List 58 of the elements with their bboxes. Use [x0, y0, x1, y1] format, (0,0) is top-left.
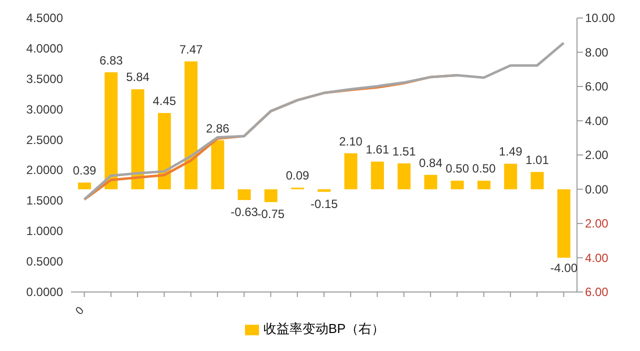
data-label: 1.51	[392, 144, 416, 158]
data-label: 5.84	[126, 70, 150, 84]
y-tick-label: 0.0000	[26, 285, 64, 299]
bar	[211, 140, 224, 190]
y2-tick-label: 4.00	[585, 114, 609, 128]
data-label: 0.50	[472, 162, 496, 176]
y-tick-label: 2.0000	[26, 163, 64, 178]
y2-tick-label: 6.00	[585, 80, 609, 94]
bar	[238, 189, 251, 200]
y-tick-label: 1.0000	[26, 224, 64, 238]
data-label: 4.45	[152, 94, 176, 108]
legend-label: 收益率变动BP（右）	[263, 321, 385, 336]
bar	[370, 162, 384, 190]
y2-tick-label: 10.00	[585, 11, 616, 25]
data-label: -4.00	[550, 260, 578, 275]
bar	[477, 180, 490, 190]
bar	[424, 174, 438, 190]
data-label: 6.83	[99, 53, 124, 68]
y2-tick-label: 6.00	[585, 285, 609, 299]
bar	[184, 61, 198, 190]
y-tick-label: 4.0000	[26, 41, 64, 56]
data-label: -0.75	[257, 207, 285, 222]
y2-tick-label: 2.00	[585, 216, 609, 230]
bar	[264, 189, 278, 202]
y-tick-label: 2.5000	[26, 132, 64, 147]
bar	[398, 163, 411, 190]
bar	[78, 182, 91, 190]
data-label: 0.39	[72, 164, 96, 178]
y2-tick-label: 4.00	[585, 250, 609, 265]
y2-tick-label: 2.00	[585, 148, 609, 162]
y-tick-label: 3.0000	[26, 102, 64, 116]
bar	[530, 172, 544, 190]
data-label: 2.86	[206, 121, 230, 136]
bar	[104, 72, 118, 190]
x-tick-label: 0	[74, 304, 86, 318]
bar	[158, 113, 171, 190]
data-label: -0.63	[230, 205, 258, 220]
y2-tick-label: 8.00	[585, 45, 609, 60]
data-label: 1.01	[526, 152, 550, 167]
bar	[450, 180, 464, 190]
y-tick-label: 0.5000	[26, 254, 64, 269]
bar	[131, 89, 144, 190]
y-tick-label: 4.5000	[26, 11, 64, 25]
data-label: 1.49	[498, 144, 523, 159]
data-label: -0.15	[310, 196, 338, 211]
data-label: 1.61	[366, 142, 390, 157]
data-label: 0.09	[286, 168, 310, 183]
bar	[318, 189, 331, 192]
y2-tick-label: 0.00	[585, 182, 609, 196]
bar	[557, 189, 570, 258]
y-tick-label: 3.5000	[26, 72, 64, 86]
data-label: 0.84	[419, 156, 443, 170]
data-label: 0.50	[446, 162, 470, 176]
data-label: 7.47	[179, 42, 204, 56]
y-tick-label: 1.5000	[26, 194, 64, 208]
bar	[344, 153, 358, 190]
data-label: 2.10	[339, 134, 363, 148]
bar	[504, 164, 518, 190]
